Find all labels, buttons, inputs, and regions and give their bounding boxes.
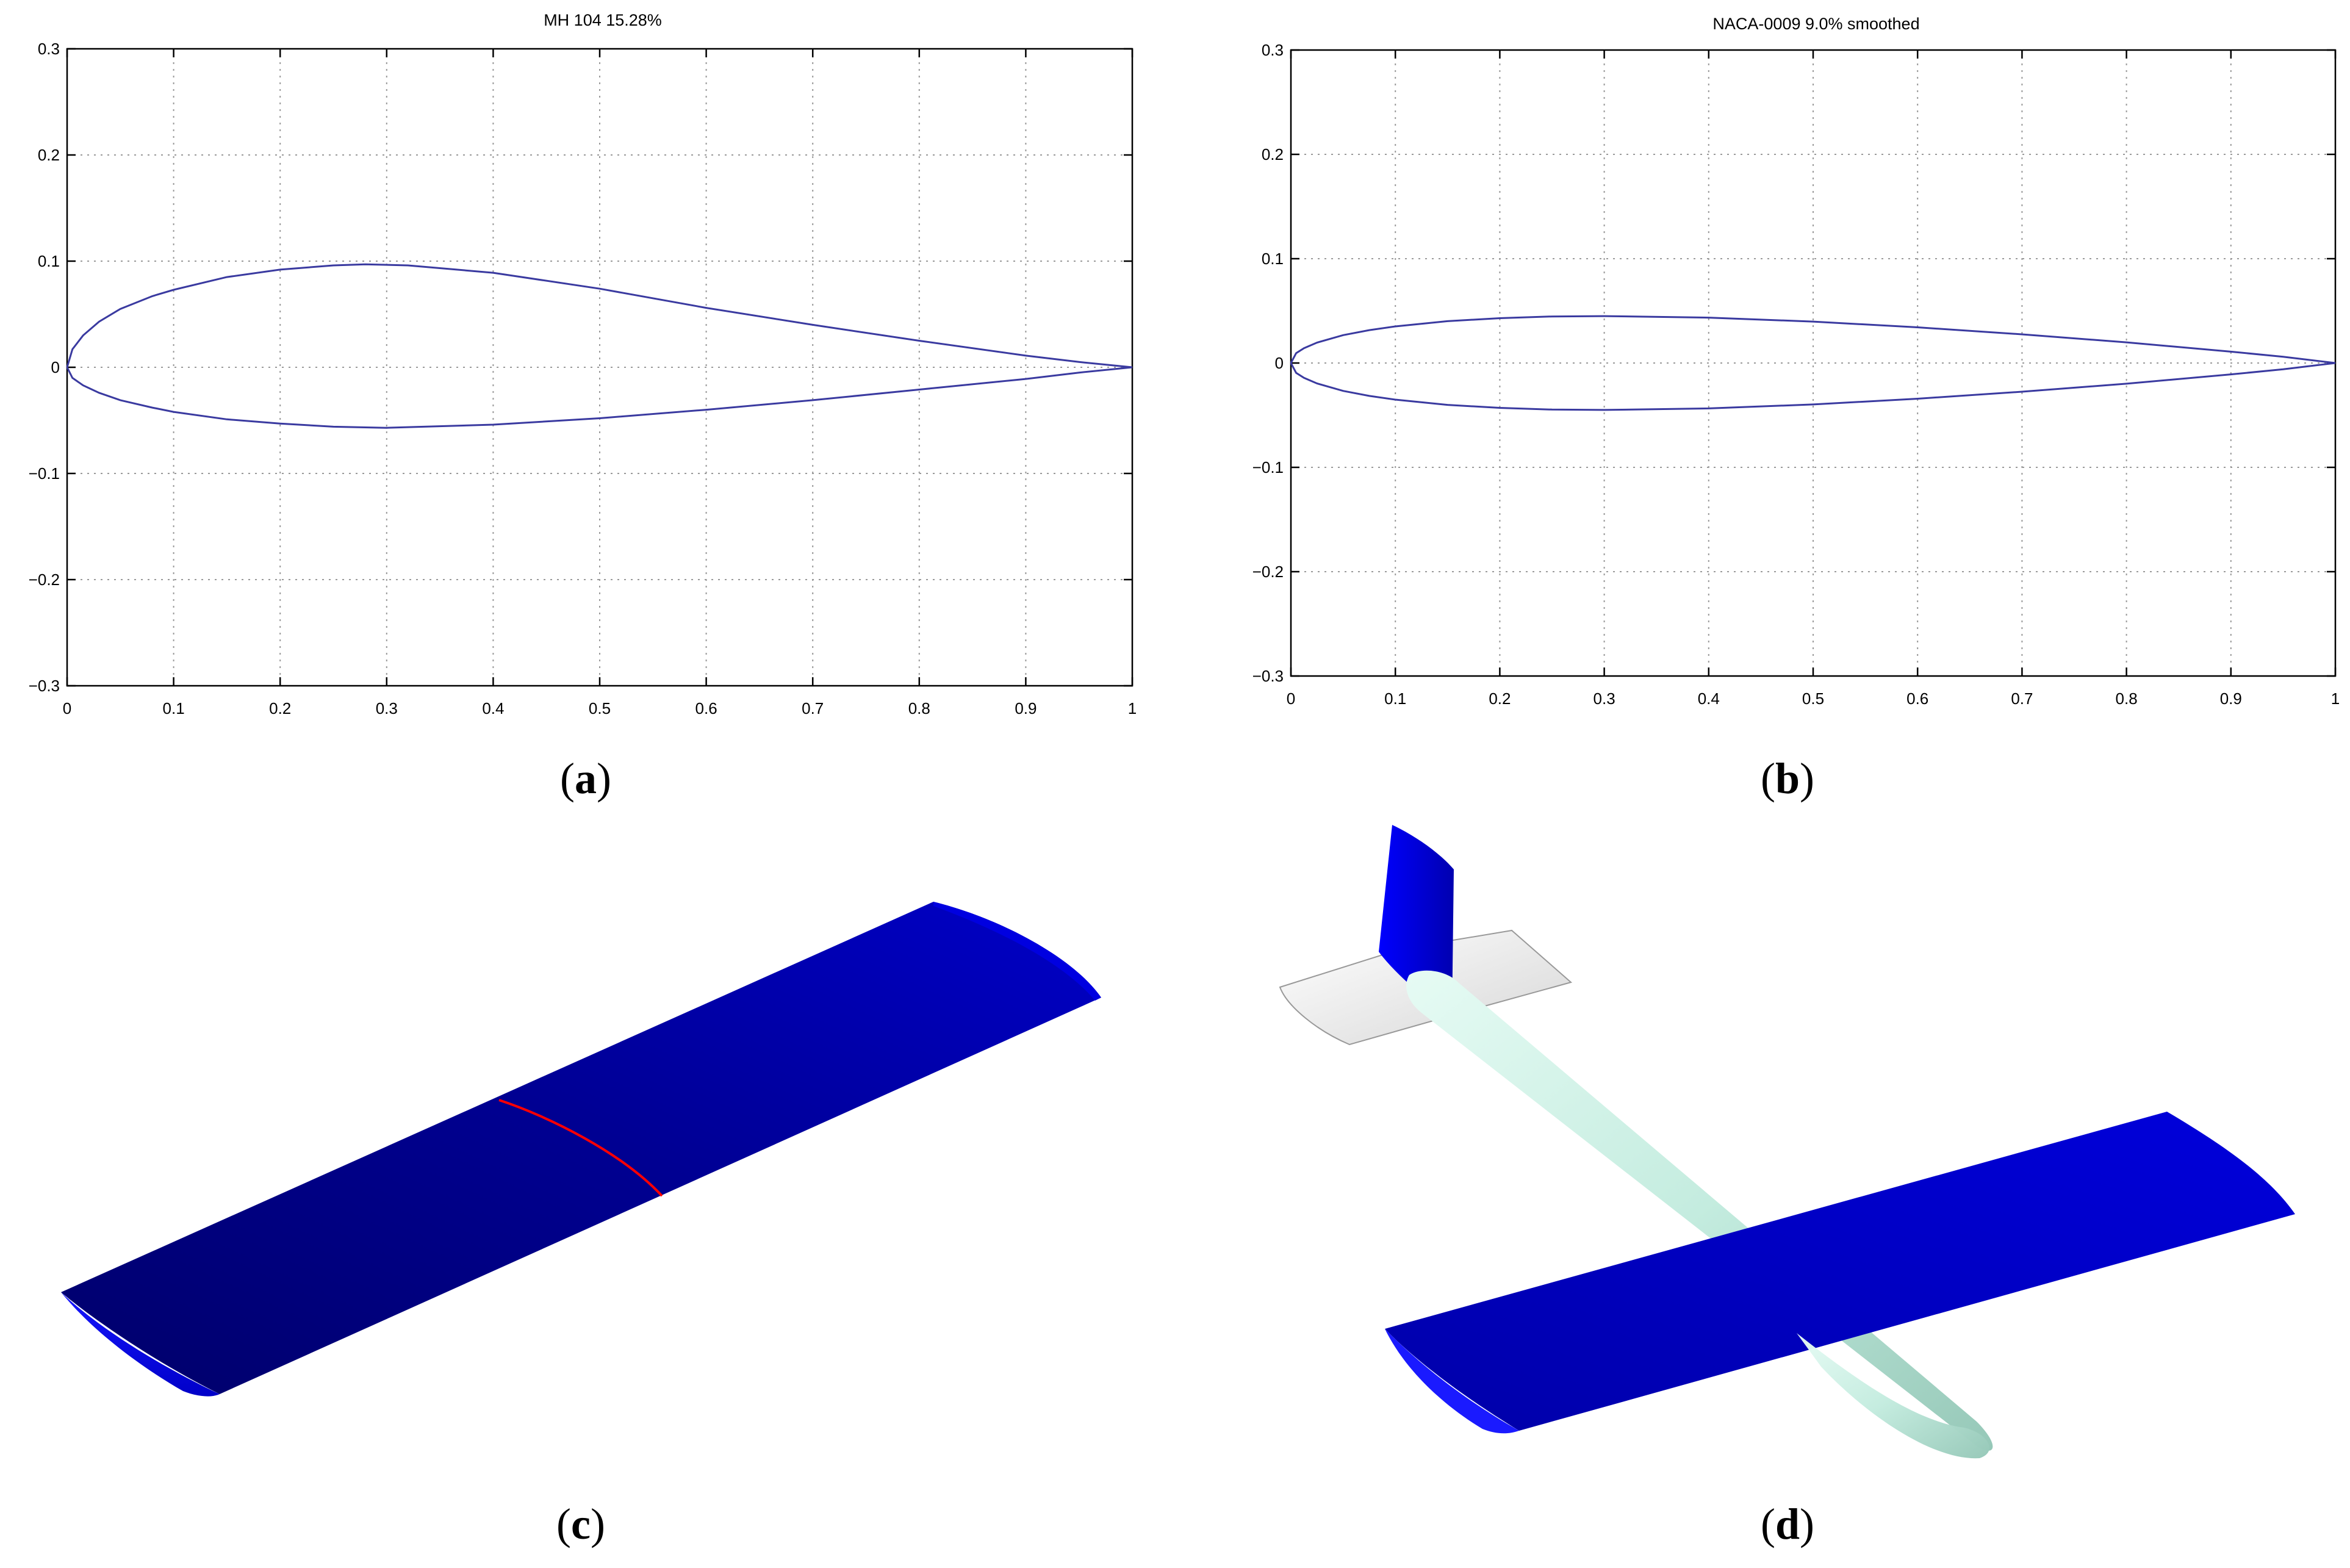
- panel-label-a: (a): [560, 754, 611, 803]
- lower-surface-line-b: [1290, 362, 2336, 411]
- x-tick-label: 0.3: [1594, 689, 1615, 708]
- y-tick-label: −0.2: [29, 570, 60, 589]
- plot-title-a: MH 104 15.28%: [544, 11, 662, 29]
- x-tick-label: 0.4: [482, 699, 504, 717]
- x-tick-label: 0.1: [163, 699, 185, 717]
- x-tick-label: 0.1: [1384, 689, 1406, 708]
- panel-label-b: (b): [1761, 754, 1814, 803]
- x-tick-label: 0.4: [1698, 689, 1720, 708]
- x-tick-label: 0.8: [908, 699, 930, 717]
- x-tick-label: 0.6: [1906, 689, 1928, 708]
- x-tick-label: 0.9: [2220, 689, 2242, 708]
- x-tick-label: 0.9: [1015, 699, 1037, 717]
- wing-tip-edge-right-c: [933, 902, 1101, 1001]
- x-tick-label: 0.2: [269, 699, 291, 717]
- y-tick-label: −0.1: [1252, 458, 1284, 477]
- x-tick-label: 0: [1287, 689, 1295, 708]
- upper-surface-line-b: [1290, 315, 2336, 364]
- airfoil-plot-a: MH 104 15.28% 0 0.1 0.2 0.3 0.4 0.5 0.6 0.7 0.8 0…: [29, 11, 1137, 803]
- x-tick-label: 0.5: [589, 699, 611, 717]
- y-tick-label: 0.2: [38, 146, 60, 164]
- x-tick-label: 0.3: [376, 699, 398, 717]
- grid-a: [67, 49, 1132, 686]
- y-tick-label: 0: [1275, 354, 1284, 372]
- tick-labels-a: 0 0.1 0.2 0.3 0.4 0.5 0.6 0.7 0.8 0.9 10.30.20.10−…: [29, 40, 1137, 717]
- upper-surface-line-a: [66, 263, 1133, 369]
- wing-render-c: (c): [61, 902, 1101, 1548]
- fuselage-nose-d: [1797, 1333, 1989, 1459]
- x-tick-label: 0: [63, 699, 71, 717]
- airfoil-plot-b: NACA-0009 9.0% smoothed 0 0.1 0.2 0.3 0.4 0.5…: [1252, 15, 2340, 803]
- lower-surface-line-a: [66, 366, 1133, 429]
- grid-b: [1291, 50, 2335, 676]
- wing-section-line-c: [498, 1099, 663, 1197]
- axes-frame-b: [1290, 49, 2337, 677]
- ticks-a: [66, 48, 1134, 687]
- y-tick-label: 0.1: [1262, 250, 1284, 268]
- y-tick-label: 0: [51, 358, 60, 376]
- y-tick-label: −0.3: [1252, 667, 1284, 685]
- aircraft-render-d: (d): [1279, 825, 2295, 1548]
- x-tick-label: 0.2: [1489, 689, 1511, 708]
- wing-top-surface-c: [61, 902, 1101, 1394]
- panel-label-d: (d): [1761, 1500, 1814, 1548]
- ticks-b: [1290, 49, 2337, 677]
- plot-title-b: NACA-0009 9.0% smoothed: [1712, 15, 1919, 33]
- x-tick-label: 1: [1128, 699, 1137, 717]
- y-tick-label: −0.1: [29, 464, 60, 483]
- x-tick-label: 1: [2331, 689, 2340, 708]
- main-wing-top-d: [1385, 1112, 2295, 1431]
- vertical-fin-d: [1379, 825, 1454, 1018]
- y-tick-label: −0.3: [29, 677, 60, 695]
- y-tick-label: 0.3: [38, 40, 60, 58]
- x-tick-label: 0.8: [2116, 689, 2138, 708]
- x-tick-label: 0.5: [1802, 689, 1824, 708]
- y-tick-label: −0.2: [1252, 563, 1284, 581]
- y-tick-label: 0.1: [38, 252, 60, 270]
- x-tick-label: 0.6: [695, 699, 717, 717]
- y-tick-label: 0.3: [1262, 41, 1284, 59]
- panel-label-c: (c): [556, 1500, 605, 1548]
- tick-labels-b: 0 0.1 0.2 0.3 0.4 0.5 0.6 0.7 0.8 0.9 10.30.20.10−…: [1252, 41, 2340, 708]
- y-tick-label: 0.2: [1262, 145, 1284, 164]
- x-tick-label: 0.7: [802, 699, 824, 717]
- x-tick-label: 0.7: [2011, 689, 2033, 708]
